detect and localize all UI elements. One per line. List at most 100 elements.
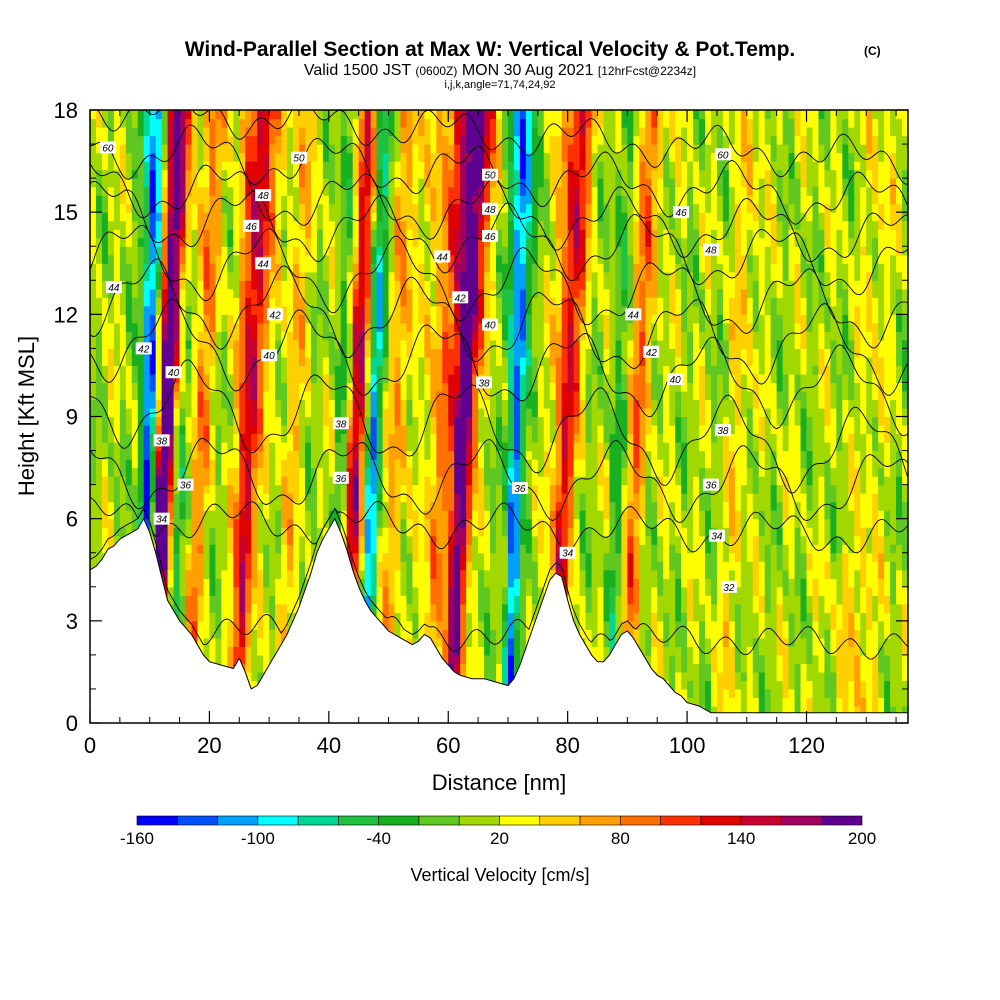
theta-contour-label: 46 [673,206,690,219]
y-tick-label: 6 [66,507,78,532]
theta-contour-label: 40 [165,366,182,379]
theta-contour-label: 48 [482,202,499,216]
theta-contour-line [90,224,908,349]
colorbar-swatch [821,815,863,826]
colorbar-swatch [176,815,218,826]
theta-contour-labels: 32 34 34 34 36 36 36 36 38 38 38 38 40 40 40 40 42 42 42 42… [99,141,737,594]
theta-contour-label: 42 [267,308,284,321]
x-tick-label: 120 [788,733,825,758]
y-tick-label: 12 [54,302,78,327]
theta-contour-label: 38 [476,376,493,389]
theta-contour-line [90,507,908,660]
colorbar-swatch [297,815,339,826]
theta-contour-label: 46 [482,230,499,243]
theta-contour-label: 32 [720,580,737,594]
colorbar-swatch [217,815,259,826]
theta-contour-label: 42 [643,345,660,359]
theta-contour-label: 44 [625,308,642,321]
subtitle-utc: (0600Z) [415,64,457,78]
theta-contour-label: 44 [255,257,272,270]
chart-subtitle-indices: i,j,k,angle=71,74,24,92 [444,79,555,91]
theta-contour-line [90,180,908,296]
x-tick-label: 60 [436,733,460,758]
colorbar-tick-label: 140 [727,829,755,848]
chart-title: Wind-Parallel Section at Max W: Vertical… [185,38,796,61]
theta-contour-label: 42 [135,342,152,355]
theta-contour-label: 36 [177,478,194,492]
plot-area: 32 34 34 34 36 36 36 36 38 38 38 38 40 40 40 40 42 42 42 42… [90,110,908,723]
theta-contour-line [90,497,908,554]
colorbar-swatch [740,815,782,826]
colorbar-swatch [257,815,299,826]
theta-contour-line [90,437,908,523]
x-tick-label: 20 [197,733,221,758]
subtitle-date: MON 30 Aug 2021 [457,62,598,79]
colorbar-swatch [378,815,420,826]
theta-contour-label: 38 [714,424,731,437]
colorbar-swatch [499,815,541,826]
chart-title-mark: (C) [864,44,881,58]
theta-contour-label: 34 [708,529,725,543]
theta-contour-label: 36 [332,471,349,485]
theta-contour-label: 38 [153,434,170,447]
colorbar-swatch [458,815,500,826]
colorbar-swatch [418,815,460,826]
x-axis-title: Distance [nm] [432,770,567,795]
colorbar-swatch [338,815,379,826]
colorbar-swatch [620,815,661,826]
colorbar-tick-label: 80 [611,829,630,848]
theta-contour-line [90,359,908,494]
x-tick-label: 100 [669,733,706,758]
theta-contour-label: 40 [667,373,684,386]
colorbar-tick-label: -40 [366,829,391,848]
theta-contour-label: 50 [290,151,307,165]
colorbar: -160 -100 -40 20 80 140 200 [120,815,876,848]
terrain-mask [90,517,908,723]
theta-contour-label: 44 [434,250,451,263]
theta-contour-label: 50 [482,168,499,182]
y-axis-title: Height [Kft MSL] [14,336,39,496]
colorbar-title: Vertical Velocity [cm/s] [410,865,589,885]
theta-contour-line [90,258,908,396]
theta-contour-label: 40 [482,318,499,332]
theta-contour-line [90,298,908,437]
theta-contour-label: 48 [702,243,719,257]
colorbar-swatch [700,815,742,826]
x-tick-label: 40 [317,733,341,758]
theta-contour-label: 48 [255,189,272,202]
theta-contour-label: 44 [105,281,122,294]
theta-contour-label: 42 [452,291,469,304]
y-tick-label: 3 [66,609,78,634]
x-tick-label: 0 [84,733,96,758]
colorbar-tick-label: -100 [241,829,275,848]
theta-contour-label: 60 [99,141,116,154]
x-tick-label: 80 [555,733,579,758]
subtitle-forecast: [12hrFcst@2234z] [598,64,696,78]
theta-contour-label: 36 [511,482,528,495]
colorbar-tick-label: -160 [120,829,154,848]
colorbar-swatch [579,815,621,826]
theta-contour-label: 34 [153,512,170,526]
theta-contour-label: 34 [559,546,576,560]
y-tick-label: 18 [54,98,78,123]
colorbar-swatch [539,815,581,826]
y-tick-label: 0 [66,711,78,736]
colorbar-swatch [136,815,178,826]
colorbar-tick-label: 200 [848,829,876,848]
colorbar-swatch [660,815,702,826]
theta-contour-line [90,163,908,263]
theta-contours [90,110,908,660]
theta-contour-label: 40 [261,349,278,362]
theta-contour-label: 60 [714,148,731,161]
theta-contour-line [97,110,908,185]
theta-contour-line [90,124,908,225]
colorbar-tick-label: 20 [490,829,509,848]
chart-subtitle: Valid 1500 JST (0600Z) MON 30 Aug 2021 [… [304,62,696,79]
theta-contour-label: 36 [702,478,719,492]
y-tick-label: 9 [66,405,78,430]
y-tick-label: 15 [54,200,78,225]
colorbar-swatch [781,815,823,826]
subtitle-valid: Valid 1500 JST [304,62,415,79]
theta-contour-label: 38 [332,417,349,430]
